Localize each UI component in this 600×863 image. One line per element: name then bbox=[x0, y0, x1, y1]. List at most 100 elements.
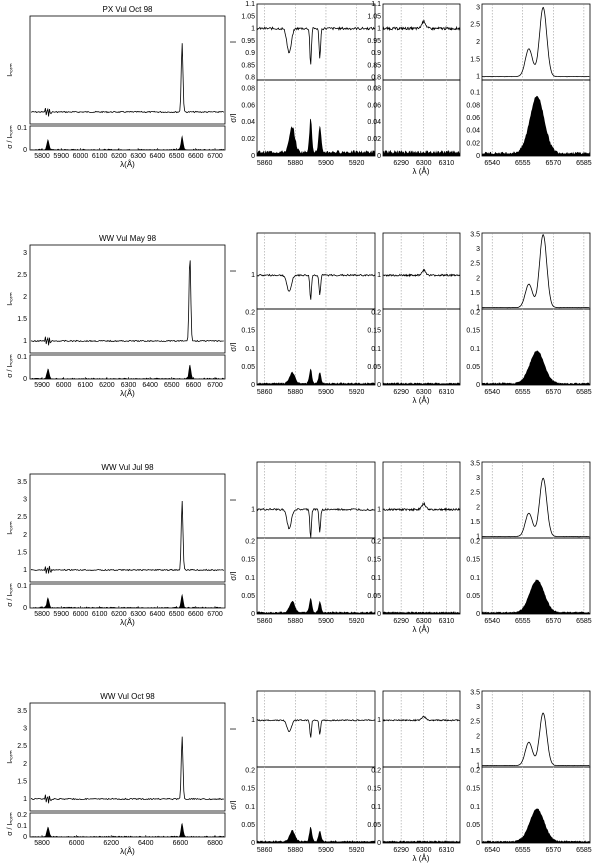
zoom-x-tick-label: 6300 bbox=[416, 389, 432, 396]
zoom-x-tick-label: 6570 bbox=[546, 389, 562, 396]
zoom-y-tick-label: 0.04 bbox=[241, 119, 255, 126]
zoom-y-tick-label: 0.06 bbox=[367, 102, 381, 109]
zoom-x-tick-label: 6300 bbox=[416, 160, 432, 167]
zoom-y-tick-label: 0.02 bbox=[466, 140, 480, 147]
zoom-x-tick-label: 5900 bbox=[318, 160, 334, 167]
full-y-tick-label: 1 bbox=[23, 338, 27, 345]
full-y-axis-label-bottom: σ / Iₙₒᵣₘ bbox=[7, 812, 14, 836]
full-x-tick-label: 6700 bbox=[207, 382, 223, 389]
full-y-tick-label: 2 bbox=[23, 294, 27, 301]
zoom-x-tick-label: 5860 bbox=[257, 618, 273, 625]
zoom-y-tick-label: 0 bbox=[251, 382, 255, 389]
full-y-tick-label: 1.5 bbox=[17, 778, 27, 785]
zoom-x-tick-label: 6540 bbox=[484, 618, 500, 625]
full-x-axis-label: λ(Å) bbox=[120, 847, 135, 856]
full-x-tick-label: 6300 bbox=[130, 611, 146, 618]
zoom-y-tick-label: 3 bbox=[476, 246, 480, 253]
zoom-flux-line bbox=[256, 26, 376, 65]
zoom-x-tick-label: 6585 bbox=[576, 389, 592, 396]
zoom-y-tick-label: 0.06 bbox=[466, 115, 480, 122]
zoom-x-tick-label: 6555 bbox=[515, 618, 531, 625]
zoom-y-tick-label: 0.05 bbox=[466, 822, 480, 829]
zoom-y-axis-label-top: I bbox=[229, 499, 238, 501]
zoom-y-tick-label: 0.9 bbox=[371, 50, 381, 57]
zoom-x-tick-label: 6540 bbox=[484, 389, 500, 396]
zoom-y-tick-label: 0.04 bbox=[367, 119, 381, 126]
zoom-bottom-panel bbox=[382, 308, 461, 386]
zoom-x-tick-label: 5880 bbox=[288, 160, 304, 167]
row-title: WW Vul Oct 98 bbox=[100, 692, 155, 701]
full-y-tick-label: 0 bbox=[23, 376, 27, 383]
full-x-tick-label: 6500 bbox=[169, 611, 185, 618]
zoom-y-tick-label: 0 bbox=[377, 611, 381, 618]
zoom-y-tick-label: 0.1 bbox=[245, 346, 255, 353]
zoom-y-tick-label: 0.1 bbox=[470, 346, 480, 353]
zoom-sigma-area bbox=[383, 611, 460, 614]
full-spectrum-line bbox=[30, 500, 225, 574]
zoom-y-tick-label: 0.8 bbox=[371, 75, 381, 82]
zoom-sigma-area bbox=[482, 579, 590, 614]
zoom-top-panel bbox=[256, 461, 376, 539]
full-x-tick-label: 6300 bbox=[130, 153, 146, 160]
zoom-y-tick-label: 0 bbox=[251, 153, 255, 160]
zoom-y-tick-label: 2.5 bbox=[470, 261, 480, 268]
zoom-y-axis-label-top: I bbox=[229, 41, 238, 43]
zoom-y-tick-label: 0.1 bbox=[371, 575, 381, 582]
zoom-y-tick-label: 0.02 bbox=[241, 136, 255, 143]
zoom-y-tick-label: 0.8 bbox=[245, 75, 255, 82]
zoom-y-tick-label: 0.1 bbox=[470, 90, 480, 97]
zoom-y-tick-label: 1.5 bbox=[470, 290, 480, 297]
zoom-flux-line bbox=[257, 719, 376, 738]
zoom-flux-line bbox=[482, 712, 590, 767]
zoom-y-axis-label-top: I bbox=[229, 270, 238, 272]
zoom-y-tick-label: 3 bbox=[476, 475, 480, 482]
zoom-y-tick-label: 0.2 bbox=[470, 539, 480, 546]
zoom-y-tick-label: 3 bbox=[476, 704, 480, 711]
zoom-sigma-area bbox=[482, 95, 590, 156]
zoom-y-tick-label: 0.15 bbox=[367, 786, 381, 793]
zoom-y-tick-label: 0 bbox=[251, 611, 255, 618]
full-x-tick-label: 6500 bbox=[164, 382, 180, 389]
full-y-tick-label: 0 bbox=[23, 147, 27, 154]
zoom-top-panel bbox=[382, 232, 461, 310]
full-spectrum-line bbox=[30, 43, 225, 117]
full-y-axis-label-bottom: σ / Iₙₒᵣₘ bbox=[7, 354, 14, 378]
zoom-x-tick-label: 5880 bbox=[288, 618, 304, 625]
full-x-tick-label: 6500 bbox=[169, 153, 185, 160]
zoom-y-tick-label: 0 bbox=[476, 611, 480, 618]
zoom-x-tick-label: 6585 bbox=[576, 160, 592, 167]
zoom-y-tick-label: 0.05 bbox=[241, 364, 255, 371]
zoom-y-tick-label: 0.08 bbox=[367, 85, 381, 92]
full-y-axis-label-bottom: σ / Iₙₒᵣₘ bbox=[7, 125, 14, 149]
full-x-tick-label: 6600 bbox=[188, 611, 204, 618]
full-y-tick-label: 3 bbox=[23, 497, 27, 504]
zoom-top-panel bbox=[481, 461, 591, 539]
zoom-x-tick-label: 5900 bbox=[318, 618, 334, 625]
zoom-y-tick-label: 2.5 bbox=[470, 719, 480, 726]
zoom-y-tick-label: 1.1 bbox=[245, 1, 255, 8]
zoom-y-tick-label: 0.1 bbox=[371, 804, 381, 811]
full-x-axis-label: λ(Å) bbox=[120, 389, 135, 398]
zoom-y-tick-label: 0.2 bbox=[245, 539, 255, 546]
full-x-tick-label: 6000 bbox=[73, 611, 89, 618]
zoom-y-tick-label: 1 bbox=[377, 272, 381, 279]
zoom-bottom-panel bbox=[382, 766, 461, 844]
full-y-tick-label: 0.1 bbox=[17, 354, 27, 361]
zoom-y-tick-label: 1.5 bbox=[470, 519, 480, 526]
full-x-axis-label: λ(Å) bbox=[120, 618, 135, 627]
zoom-y-tick-label: 2 bbox=[476, 39, 480, 46]
zoom-x-axis-label: λ (Å) bbox=[413, 396, 430, 405]
zoom-x-tick-label: 6300 bbox=[416, 618, 432, 625]
zoom-x-tick-label: 6290 bbox=[393, 847, 409, 854]
full-x-tick-label: 6100 bbox=[77, 382, 93, 389]
zoom-y-tick-label: 0.08 bbox=[466, 102, 480, 109]
zoom-y-tick-label: 0.1 bbox=[245, 804, 255, 811]
zoom-flux-line bbox=[481, 234, 590, 309]
zoom-y-tick-label: 0 bbox=[377, 153, 381, 160]
zoom-x-tick-label: 6300 bbox=[416, 847, 432, 854]
full-x-tick-label: 6400 bbox=[150, 611, 166, 618]
zoom-x-tick-label: 6310 bbox=[439, 160, 455, 167]
full-y-tick-label: 1.5 bbox=[17, 549, 27, 556]
zoom-x-tick-label: 5860 bbox=[257, 389, 273, 396]
zoom-x-axis-label: λ (Å) bbox=[413, 167, 430, 176]
